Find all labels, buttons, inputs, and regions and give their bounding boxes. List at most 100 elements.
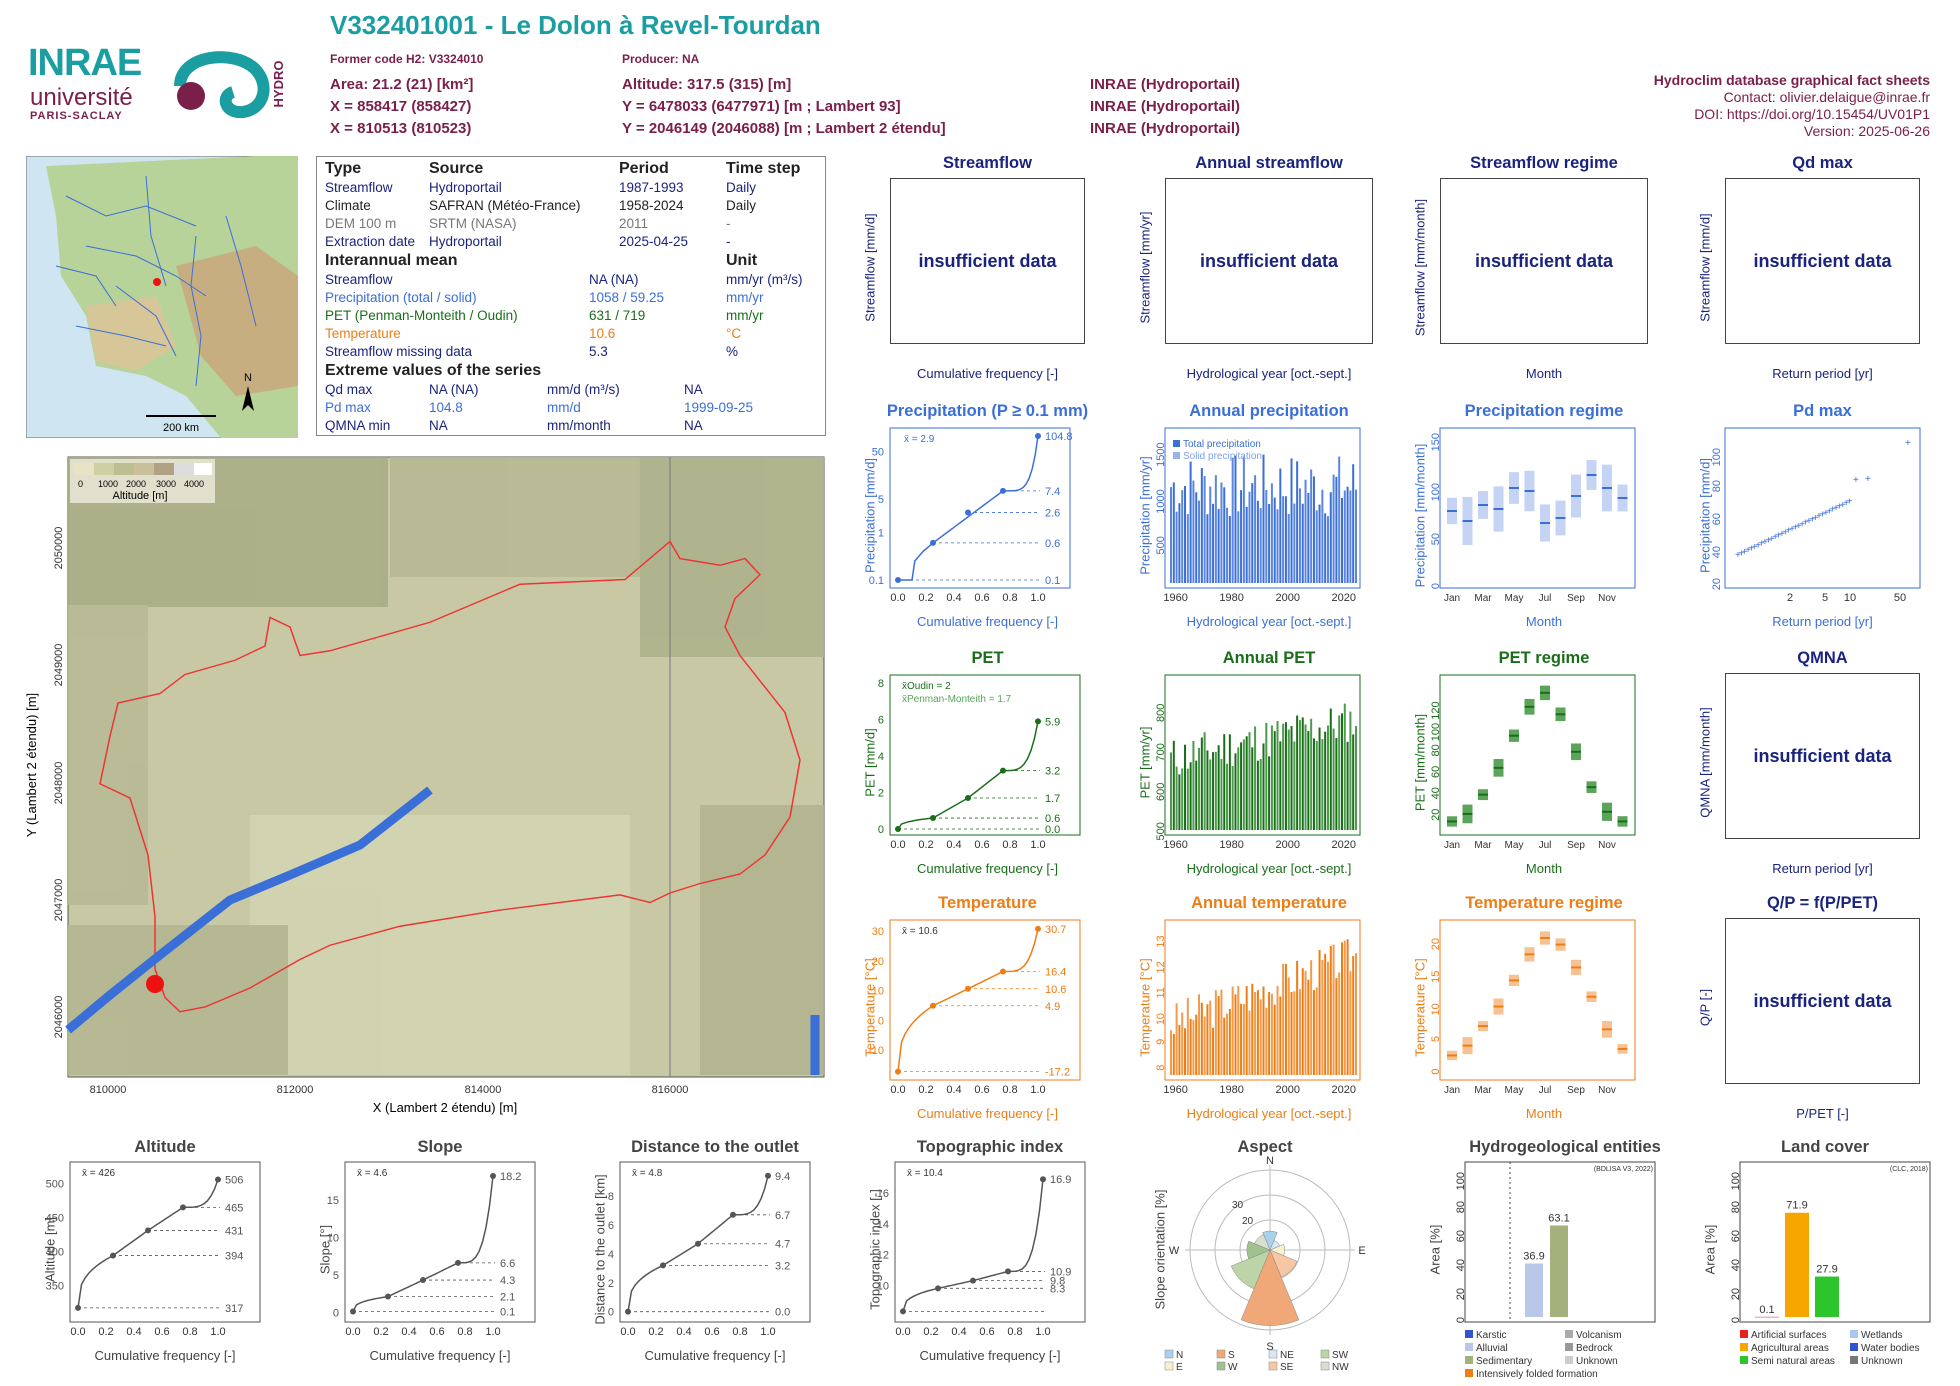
- annual-bar: [1279, 996, 1282, 1075]
- tick-label: 12: [1155, 961, 1167, 973]
- y-axis-label: Temperature [°C]: [1412, 958, 1428, 1057]
- annual-bar: [1340, 942, 1343, 1075]
- tick-label: 6: [878, 715, 884, 727]
- y-axis-label: Temperature [°C]: [862, 958, 878, 1057]
- y-axis-label: Streamflow [mm/month]: [1412, 198, 1428, 337]
- annual-bar: [1262, 454, 1265, 583]
- aspect-legend-label: NE: [1280, 1350, 1294, 1361]
- legend-label: Karstic: [1476, 1330, 1507, 1341]
- annual-bar: [1170, 487, 1172, 583]
- chart-title: Temperature: [938, 894, 1037, 912]
- pet-regime-boxes: 20 40 60 80 100 120 Jan Mar May Jul Sep Nov: [1430, 674, 1636, 851]
- svg-text:2050000: 2050000: [53, 527, 65, 570]
- annual-bar: [1332, 728, 1335, 830]
- tick-label: 4: [608, 1249, 614, 1261]
- tick-label: (BDLISA V3, 2022): [1594, 1166, 1653, 1173]
- source-1: INRAE (Hydroportail): [1090, 76, 1240, 93]
- annual-bar: [1234, 455, 1237, 583]
- info-cell: 2011: [619, 216, 649, 231]
- annual-bar: [1312, 476, 1315, 583]
- tick-label: 20: [1242, 1216, 1254, 1227]
- annual-bar: [1203, 1016, 1206, 1075]
- annual-bar: [1192, 480, 1195, 583]
- tick-label: 0.2: [918, 1084, 933, 1096]
- producer: Producer: NA: [622, 52, 700, 66]
- pdmax-point: +: [1826, 506, 1832, 517]
- info-cell: Hydroportail: [429, 234, 502, 249]
- tick-label: S: [1266, 1341, 1273, 1353]
- annual-bar: [1214, 475, 1217, 583]
- annual-bar: [1282, 963, 1285, 1075]
- tick-label: 2000: [1275, 592, 1299, 604]
- annual-bar: [1175, 511, 1178, 583]
- mean-label: x̄Oudin = 2: [902, 681, 951, 692]
- legend-label: Total precipitation: [1183, 439, 1261, 450]
- col-timestep: Time step: [726, 160, 801, 177]
- cumfreq-curve: [902, 1179, 1044, 1312]
- mean-cell: PET (Penman-Monteith / Oudin): [325, 308, 518, 323]
- tick-label: 1980: [1219, 839, 1243, 851]
- mean-label: x̄ = 10.4: [907, 1168, 943, 1179]
- info-cell: Daily: [726, 180, 757, 195]
- tick-label: 100: [1711, 448, 1723, 466]
- tick-label: 0: [1730, 1317, 1742, 1323]
- contact[interactable]: Contact: olivier.delaigue@inrae.fr: [1723, 89, 1930, 105]
- annual-bar: [1343, 940, 1346, 1075]
- tick-label: 1980: [1219, 1084, 1243, 1096]
- annual-bar: [1276, 721, 1279, 830]
- tick-label: 0.2: [648, 1326, 663, 1338]
- aspect-legend-label: N: [1176, 1350, 1183, 1361]
- annual-bar: [1209, 486, 1212, 583]
- annual-bar: [1209, 1000, 1212, 1075]
- tick-label: 150: [1430, 433, 1442, 451]
- annual-bar: [1195, 492, 1198, 583]
- annual-bar: [1349, 490, 1352, 583]
- annual-bar: [1276, 985, 1279, 1075]
- tick-label: 8: [878, 678, 884, 690]
- doi[interactable]: DOI: https://doi.org/10.15454/UV01P1: [1694, 106, 1930, 122]
- annual-bar: [1329, 708, 1332, 830]
- annual-bar: [1209, 759, 1212, 830]
- mean-cell: mm/yr: [726, 290, 764, 305]
- tick-label: 0.2: [98, 1326, 113, 1338]
- annual-bar: [1293, 741, 1296, 830]
- annual-bar: [1349, 711, 1352, 830]
- tick-label: 100: [1730, 1172, 1742, 1190]
- annual-bar: [1335, 978, 1338, 1075]
- aspect-sector: [1240, 1249, 1300, 1326]
- tick-label: 1.0: [760, 1326, 775, 1338]
- pdmax-point: +: [1809, 514, 1815, 525]
- mean-cell: 631 / 719: [589, 308, 646, 323]
- insufficient-data-box: insufficient data: [1165, 178, 1373, 344]
- legend-swatch: [1740, 1356, 1748, 1364]
- tick-label: 0.4: [401, 1326, 416, 1338]
- annual-bar: [1256, 990, 1259, 1075]
- tick-label: 700: [1155, 743, 1167, 761]
- annual-bar: [1259, 508, 1262, 583]
- tick-label: 0.8: [732, 1326, 747, 1338]
- tick-label: 1.0: [1030, 839, 1045, 851]
- annual-bar: [1226, 1013, 1229, 1075]
- quantile-label: 16.4: [1045, 967, 1066, 979]
- pdmax-point: +: [1749, 544, 1755, 555]
- quantile-label: 7.4: [1045, 486, 1060, 498]
- mean-cell: Streamflow: [325, 272, 393, 287]
- chart-title: Temperature regime: [1465, 894, 1623, 912]
- x-axis-label: Month: [1525, 861, 1563, 876]
- source-3: INRAE (Hydroportail): [1090, 120, 1240, 137]
- quantile-label: 6.6: [500, 1258, 515, 1270]
- x-axis-label: Month: [1525, 366, 1563, 381]
- annual-bar: [1290, 991, 1293, 1075]
- tick-label: 80: [1455, 1201, 1467, 1213]
- scale-label: 200 km: [163, 422, 199, 434]
- svg-text:814000: 814000: [465, 1084, 502, 1096]
- chart-title: Streamflow: [943, 154, 1032, 172]
- annual-bar: [1324, 731, 1327, 830]
- annual-bar: [1304, 724, 1307, 830]
- annual-bar: [1248, 1010, 1251, 1075]
- annual-bar: [1338, 715, 1341, 830]
- tick-label: 80: [1430, 744, 1442, 756]
- tick-label: 0: [608, 1307, 614, 1319]
- aspect-legend-swatch: [1164, 1349, 1174, 1359]
- y-lambert93: Y = 6478033 (6477971) [m ; Lambert 93]: [622, 98, 901, 115]
